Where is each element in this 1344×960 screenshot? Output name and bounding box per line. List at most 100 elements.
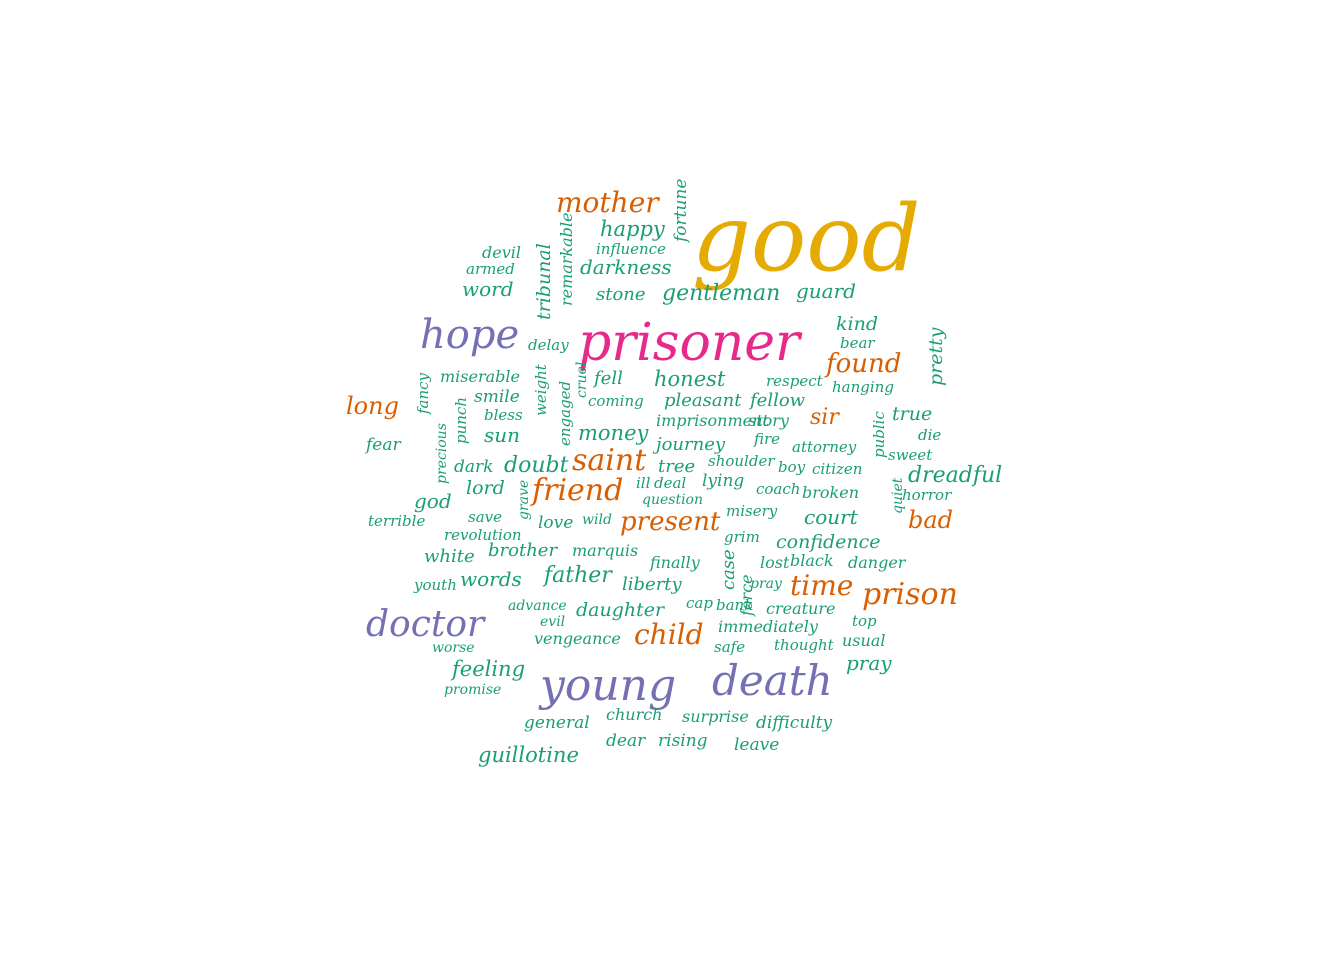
word-love: love: [538, 513, 573, 533]
word-black: black: [790, 551, 834, 570]
word-miserable: miserable: [440, 367, 520, 386]
word-leave: leave: [734, 735, 779, 755]
word-bank: bank: [716, 596, 753, 614]
word-stone: stone: [596, 284, 646, 305]
word-lost: lost: [760, 553, 790, 572]
word-remarkable: remarkable: [557, 212, 576, 306]
word-coming: coming: [588, 392, 644, 410]
word-long: long: [346, 392, 399, 420]
word-found: found: [824, 349, 901, 379]
word-guard: guard: [796, 279, 856, 303]
word-danger: danger: [848, 553, 907, 572]
word-rising: rising: [658, 731, 708, 751]
word-cap: cap: [686, 594, 713, 612]
word-fortune: fortune: [671, 179, 691, 244]
word-death: death: [712, 656, 833, 705]
word-friend: friend: [530, 473, 623, 508]
word-delay: delay: [528, 336, 569, 354]
word-finally: finally: [649, 553, 701, 572]
word-smile: smile: [474, 387, 520, 407]
word-church: church: [606, 705, 662, 724]
word-usual: usual: [842, 631, 885, 650]
word-cruel: cruel: [574, 362, 590, 398]
word-shoulder: shoulder: [708, 452, 775, 470]
word-broken: broken: [802, 483, 859, 502]
word-safe: safe: [714, 638, 745, 656]
word-time: time: [790, 569, 853, 602]
word-kind: kind: [836, 313, 878, 335]
word-influence: influence: [596, 240, 666, 258]
word-story: story: [748, 411, 790, 430]
word-mother: mother: [556, 186, 660, 219]
word-coach: coach: [756, 480, 800, 498]
word-revolution: revolution: [444, 526, 522, 544]
word-bear: bear: [840, 334, 875, 352]
word-lying: lying: [702, 471, 744, 491]
word-attorney: attorney: [792, 438, 857, 456]
word-bad: bad: [908, 506, 953, 534]
word-darkness: darkness: [580, 255, 672, 279]
word-gentleman: gentleman: [662, 281, 780, 306]
word-fancy: fancy: [414, 372, 432, 415]
word-general: general: [524, 713, 590, 733]
word-devil: devil: [482, 243, 521, 262]
word-respect: respect: [766, 372, 824, 390]
word-hope: hope: [420, 312, 519, 358]
word-dreadful: dreadful: [908, 463, 1002, 488]
word-horror: horror: [902, 486, 952, 504]
word-engaged: engaged: [556, 381, 574, 446]
word-fell: fell: [592, 368, 623, 389]
word-public: public: [870, 411, 888, 458]
word-feeling: feeling: [450, 657, 525, 681]
word-honest: honest: [654, 367, 726, 391]
word-weight: weight: [532, 363, 550, 416]
word-brother: brother: [488, 540, 558, 561]
word-happy: happy: [600, 217, 666, 241]
word-youth: youth: [413, 576, 457, 594]
word-deal: deal: [654, 474, 686, 492]
word-armed: armed: [466, 260, 515, 278]
word-misery: misery: [726, 502, 778, 520]
word-bless: bless: [484, 406, 523, 424]
word-immediately: immediately: [718, 617, 819, 636]
word-word: word: [462, 277, 514, 301]
word-pretty: pretty: [925, 327, 947, 386]
word-money: money: [578, 421, 650, 445]
word-sun: sun: [484, 423, 520, 447]
word-promise: promise: [444, 682, 501, 698]
word-young: young: [538, 660, 676, 711]
word-true: true: [892, 403, 932, 425]
word-daughter: daughter: [576, 599, 666, 621]
word-top: top: [852, 612, 877, 630]
word-liberty: liberty: [622, 574, 683, 595]
word-boy: boy: [778, 458, 806, 476]
word-god: god: [414, 489, 452, 513]
word-present: present: [620, 507, 721, 537]
word-tribunal: tribunal: [533, 243, 555, 320]
word-tree: tree: [658, 456, 695, 477]
word-good: good: [692, 185, 921, 292]
word-citizen: citizen: [812, 460, 862, 478]
word-confidence: confidence: [776, 531, 881, 553]
word-terrible: terrible: [368, 512, 425, 530]
word-case: case: [718, 549, 739, 590]
word-thought: thought: [774, 636, 835, 654]
word-creature: creature: [766, 599, 835, 618]
word-force: force: [737, 574, 756, 617]
word-doubt: doubt: [504, 453, 569, 478]
word-fear: fear: [364, 435, 401, 455]
word-dear: dear: [606, 731, 646, 751]
word-die: die: [918, 426, 941, 444]
word-imprisonment: imprisonment: [656, 411, 769, 430]
word-vengeance: vengeance: [534, 629, 621, 648]
word-save: save: [468, 508, 502, 526]
word-fellow: fellow: [748, 390, 806, 411]
word-fire: fire: [753, 430, 780, 448]
word-precious: precious: [434, 423, 450, 484]
word-grave: grave: [516, 480, 532, 520]
word-dark: dark: [454, 457, 493, 477]
word-surprise: surprise: [682, 707, 749, 726]
word-prisoner: prisoner: [578, 313, 803, 373]
word-hanging: hanging: [832, 378, 894, 396]
